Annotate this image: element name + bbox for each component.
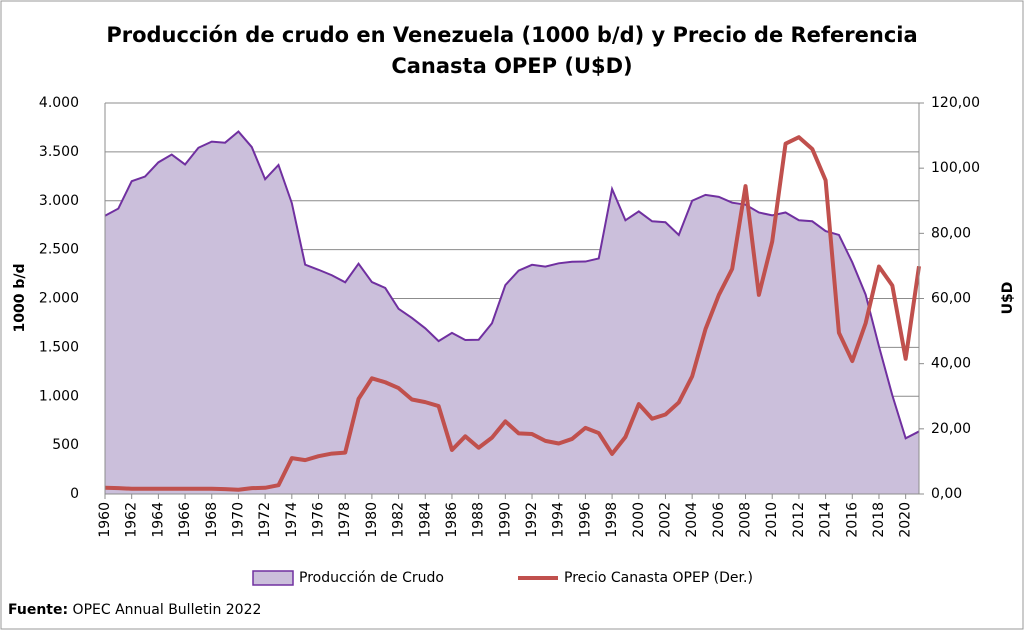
x-tick-label: 1974 (284, 502, 300, 538)
chart-title: Canasta OPEP (U$D) (391, 54, 632, 78)
x-tick-label: 2018 (871, 502, 887, 538)
y2-tick-label: 0,00 (931, 486, 962, 502)
x-tick-label: 1970 (230, 502, 246, 538)
x-tick-label: 1996 (577, 502, 593, 538)
source-label: Fuente: (8, 602, 68, 618)
y2-tick-label: 40,00 (931, 356, 971, 372)
x-tick-label: 2004 (684, 502, 700, 538)
y-tick-label: 3.500 (39, 144, 79, 160)
x-tick-label: 1968 (204, 502, 220, 538)
legend-swatch (252, 570, 294, 586)
legend-label: Precio Canasta OPEP (Der.) (564, 570, 753, 586)
y2-tick-label: 120,00 (931, 95, 980, 111)
y2-tick-label: 20,00 (931, 421, 971, 437)
x-tick-label: 1992 (524, 502, 540, 538)
x-tick-label: 2008 (738, 502, 754, 538)
x-tick-label: 2016 (844, 502, 860, 538)
y2-tick-label: 80,00 (931, 225, 971, 241)
y2-tick-label: 100,00 (931, 160, 980, 176)
price-line (104, 135, 921, 492)
y-axis-title: 1000 b/d (12, 264, 28, 333)
x-tick-label: 1994 (551, 502, 567, 538)
x-tick-label: 1988 (471, 502, 487, 538)
y-tick-label: 500 (52, 437, 79, 453)
x-tick-label: 2000 (631, 502, 647, 538)
x-tick-label: 1998 (604, 502, 620, 538)
y-tick-label: 3.000 (39, 193, 79, 209)
y-tick-label: 1.500 (39, 339, 79, 355)
x-tick-label: 2014 (818, 502, 834, 538)
x-tick-label: 1982 (391, 502, 407, 538)
y-tick-label: 1.000 (39, 388, 79, 404)
y2-tick-label: 60,00 (931, 291, 971, 307)
chart-title: Producción de crudo en Venezuela (1000 b… (106, 23, 917, 47)
y-tick-label: 2.500 (39, 242, 79, 258)
legend-label: Producción de Crudo (299, 570, 444, 586)
x-tick-label: 1972 (257, 502, 273, 538)
x-tick-label: 2006 (711, 502, 727, 538)
x-tick-label: 1978 (337, 502, 353, 538)
y-tick-label: 4.000 (39, 95, 79, 111)
x-tick-label: 1966 (177, 502, 193, 538)
y-tick-label: 2.000 (39, 291, 79, 307)
x-tick-label: 1980 (364, 502, 380, 538)
y2-axis-title: U$D (1000, 282, 1016, 315)
source: Fuente: OPEC Annual Bulletin 2022 (8, 602, 261, 618)
x-tick-label: 1960 (97, 502, 113, 538)
x-tick-label: 2002 (657, 502, 673, 538)
x-tick-label: 1964 (150, 502, 166, 538)
x-tick-label: 1962 (124, 502, 140, 538)
source-text: OPEC Annual Bulletin 2022 (73, 602, 262, 618)
x-tick-label: 1986 (444, 502, 460, 538)
x-tick-label: 1976 (311, 502, 327, 538)
x-tick-label: 1990 (497, 502, 513, 538)
x-tick-label: 2012 (791, 502, 807, 538)
y-tick-label: 0 (70, 486, 79, 502)
x-tick-label: 2010 (764, 502, 780, 538)
x-tick-label: 1984 (417, 502, 433, 538)
production-area (105, 131, 919, 494)
x-tick-label: 2020 (898, 502, 914, 538)
production-line (104, 130, 920, 440)
